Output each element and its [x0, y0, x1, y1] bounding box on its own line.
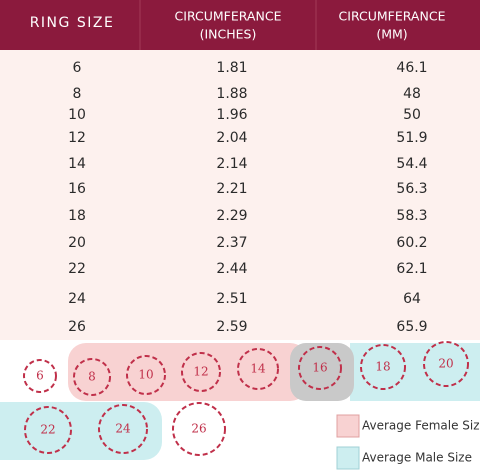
table-cell: 65.9: [396, 319, 427, 335]
table-cell: 2.59: [216, 319, 247, 335]
table-cell: 56.3: [396, 181, 427, 197]
column-header: RING SIZE: [30, 15, 115, 31]
ring-circle: [298, 346, 342, 390]
table-cell: 54.4: [396, 156, 427, 172]
ring-circle: [423, 341, 469, 387]
table-cell: 1.81: [216, 60, 247, 76]
table-cell: 22: [68, 261, 86, 277]
table-cell: 2.04: [216, 130, 247, 146]
table-cell: 1.96: [216, 107, 247, 123]
table-cell: 58.3: [396, 208, 427, 224]
table-cell: 8: [73, 86, 82, 102]
ring-circle: [23, 359, 57, 393]
table-cell: 6: [73, 60, 82, 76]
ring-circle: [237, 348, 279, 390]
table-cell: 16: [68, 181, 86, 197]
table-cell: 10: [68, 107, 86, 123]
column-header: CIRCUMFERANCE: [339, 9, 446, 24]
table-cell: 60.2: [396, 235, 427, 251]
male-band: [0, 402, 162, 460]
table-cell: 51.9: [396, 130, 427, 146]
female-band: [68, 343, 308, 401]
legend-label: Average Male Size: [362, 451, 472, 465]
table-cell: 62.1: [396, 261, 427, 277]
table-cell: 26: [68, 319, 86, 335]
ring-circle: [73, 358, 111, 396]
ring-label: 24: [115, 422, 131, 436]
ring-circle: [24, 406, 72, 454]
table-cell: 64: [403, 291, 421, 307]
ring-circle: [181, 352, 221, 392]
legend-swatch: [336, 414, 360, 438]
table-cell: 1.88: [216, 86, 247, 102]
ring-circle: [98, 404, 148, 454]
table-cell: 14: [68, 156, 86, 172]
ring-label: 12: [193, 365, 208, 379]
table-cell: 2.51: [216, 291, 247, 307]
ring-circle: [172, 402, 226, 456]
column-header: (INCHES): [200, 27, 257, 42]
ring-label: 26: [191, 422, 206, 436]
ring-label: 10: [138, 368, 153, 382]
ring-label: 16: [312, 361, 327, 375]
table-cell: 2.14: [216, 156, 247, 172]
ring-circle: [126, 355, 166, 395]
table-cell: 48: [403, 86, 421, 102]
table-cell: 18: [68, 208, 86, 224]
table-cell: 20: [68, 235, 86, 251]
table-cell: 46.1: [396, 60, 427, 76]
ring-label: 14: [250, 362, 266, 376]
male-band: [350, 343, 480, 401]
table-cell: 2.44: [216, 261, 247, 277]
column-header: (MM): [376, 27, 407, 42]
table-cell: 2.37: [216, 235, 247, 251]
legend-swatch: [336, 446, 360, 470]
ring-circle: [360, 344, 406, 390]
table-cell: 50: [403, 107, 421, 123]
table-cell: 24: [68, 291, 86, 307]
table-body: [0, 50, 480, 340]
ring-label: 6: [36, 369, 44, 383]
ring-label: 20: [438, 357, 453, 371]
ring-label: 18: [375, 360, 390, 374]
column-header: CIRCUMFERANCE: [175, 9, 282, 24]
ring-label: 22: [40, 423, 55, 437]
ring-label: 8: [88, 370, 96, 384]
header-bar: [0, 0, 480, 50]
table-cell: 12: [68, 130, 86, 146]
male-band: [0, 402, 30, 460]
table-cell: 2.29: [216, 208, 247, 224]
legend-label: Average Female Size: [362, 419, 480, 433]
table-cell: 2.21: [216, 181, 247, 197]
